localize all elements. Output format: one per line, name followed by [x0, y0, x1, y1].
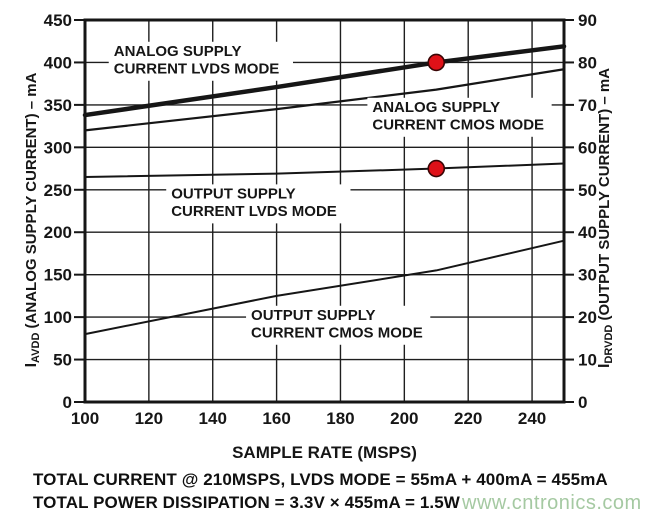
- footer-power-dissipation-text: TOTAL POWER DISSIPATION = 3.3V × 455mA =…: [33, 493, 460, 512]
- y-left-tick-label: 100: [44, 308, 72, 327]
- x-tick-label: 180: [326, 409, 354, 428]
- series-line-analog-lvds: [82, 44, 567, 118]
- x-tick-label: 160: [262, 409, 290, 428]
- y-left-tick-label: 350: [44, 96, 72, 115]
- y-right-tick-label: 20: [578, 308, 597, 327]
- y-left-tick-label: 300: [44, 138, 72, 157]
- x-tick-label: 140: [199, 409, 227, 428]
- y-right-tick-label: 70: [578, 96, 597, 115]
- annotation-mask-label-analog-lvds: [108, 41, 293, 81]
- y-right-axis-title: IDRVDD (OUTPUT SUPPLY CURRENT) – mA: [596, 68, 615, 368]
- marker-output-lvds-210msps: [427, 159, 446, 178]
- y-right-tick-label: 10: [578, 351, 597, 370]
- label-analog-cmos-line2: CURRENT CMOS MODE: [372, 117, 544, 134]
- annotation-mask-label-analog-cmos: [367, 97, 552, 137]
- label-output-lvds-line1: OUTPUT SUPPLY: [171, 186, 295, 203]
- y-left-tick-label: 450: [44, 11, 72, 30]
- y-left-axis-title: IAVDD (ANALOG SUPPLY CURRENT) – mA: [23, 72, 42, 367]
- series-line-output-lvds: [84, 162, 565, 179]
- label-analog-lvds-line2: CURRENT LVDS MODE: [114, 61, 280, 78]
- y-left-tick-label: 0: [63, 393, 72, 412]
- y-right-tick-label: 60: [578, 138, 597, 157]
- y-right-tick-label: 90: [578, 11, 597, 30]
- label-output-cmos-line1: OUTPUT SUPPLY: [251, 307, 375, 324]
- y-left-tick-label: 250: [44, 181, 72, 200]
- x-tick-label: 200: [390, 409, 418, 428]
- x-tick-label: 220: [454, 409, 482, 428]
- series-line-output-cmos: [84, 239, 565, 336]
- x-tick-label: 120: [135, 409, 163, 428]
- y-right-tick-label: 80: [578, 53, 597, 72]
- x-tick-label: 100: [71, 409, 99, 428]
- label-analog-cmos-line1: ANALOG SUPPLY: [372, 99, 500, 116]
- plot-border: [83, 18, 566, 404]
- annotation-mask-label-output-cmos: [246, 305, 431, 345]
- y-left-tick-label: 400: [44, 53, 72, 72]
- label-output-cmos-line2: CURRENT CMOS MODE: [251, 325, 423, 342]
- annotation-mask-label-output-lvds: [166, 184, 351, 224]
- y-left-tick-label: 50: [53, 351, 72, 370]
- y-left-tick-label: 200: [44, 223, 72, 242]
- footer-total-current-text: TOTAL CURRENT @ 210MSPS, LVDS MODE = 55m…: [33, 470, 608, 489]
- y-right-tick-label: 30: [578, 266, 597, 285]
- y-right-tick-label: 50: [578, 181, 597, 200]
- watermark-text: www.cntronics.com: [462, 492, 642, 514]
- label-output-lvds-line2: CURRENT LVDS MODE: [171, 203, 337, 220]
- y-right-tick-label: 40: [578, 223, 597, 242]
- x-axis-title: SAMPLE RATE (MSPS): [232, 443, 417, 462]
- y-left-tick-label: 150: [44, 266, 72, 285]
- label-analog-lvds-line1: ANALOG SUPPLY: [114, 43, 242, 60]
- y-right-tick-label: 0: [578, 393, 587, 412]
- x-tick-label: 240: [518, 409, 546, 428]
- marker-analog-lvds-210msps: [427, 53, 446, 72]
- series-line-analog-cmos: [83, 68, 566, 132]
